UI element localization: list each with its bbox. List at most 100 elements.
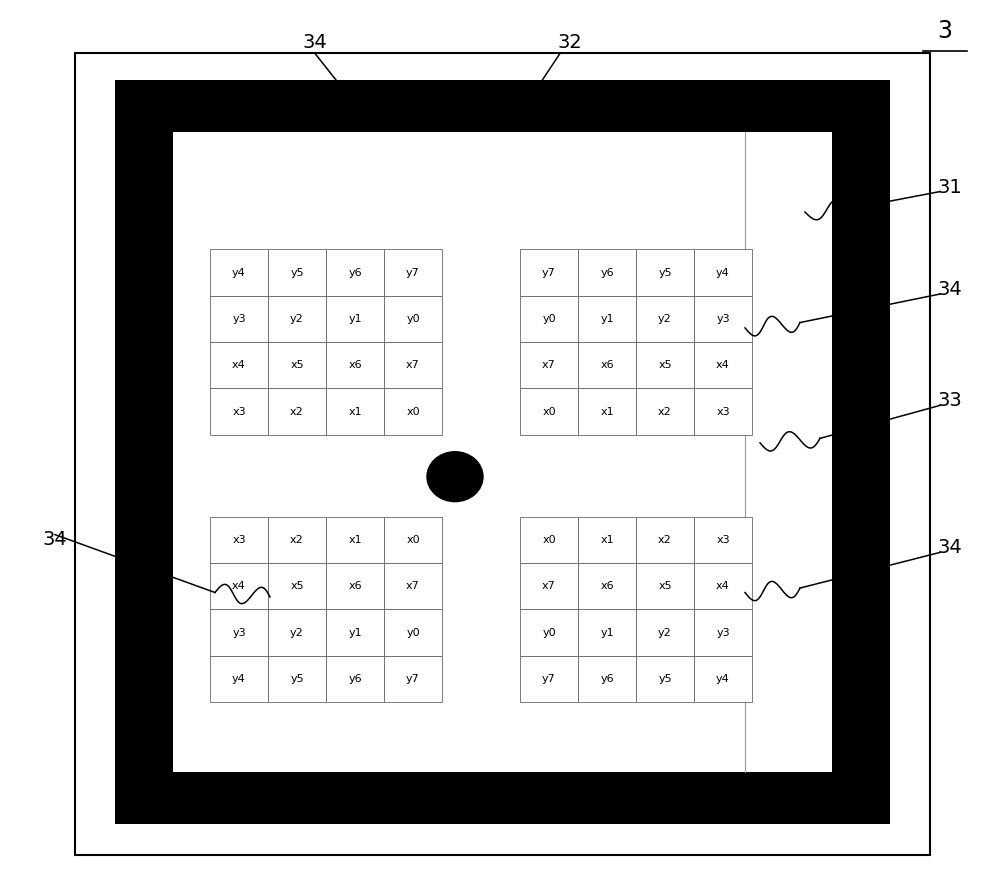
Bar — [520, 517, 578, 563]
Text: y2: y2 — [658, 314, 672, 324]
Text: y4: y4 — [716, 267, 730, 278]
Text: y4: y4 — [716, 674, 730, 684]
Bar — [384, 563, 442, 609]
Text: x4: x4 — [716, 360, 730, 371]
Bar — [210, 656, 268, 702]
Text: x2: x2 — [290, 406, 304, 417]
Text: x1: x1 — [348, 406, 362, 417]
Bar — [694, 249, 752, 296]
Bar — [384, 388, 442, 435]
Bar — [636, 609, 694, 656]
Bar — [694, 609, 752, 656]
Text: x2: x2 — [290, 535, 304, 545]
Text: y1: y1 — [348, 627, 362, 638]
Text: y3: y3 — [232, 627, 246, 638]
Text: y6: y6 — [348, 267, 362, 278]
Bar — [384, 656, 442, 702]
Text: y7: y7 — [542, 267, 556, 278]
Bar — [326, 296, 384, 342]
Bar — [115, 80, 890, 132]
Bar — [578, 656, 636, 702]
Text: y7: y7 — [406, 267, 420, 278]
Text: y2: y2 — [290, 627, 304, 638]
Bar — [578, 342, 636, 388]
Bar — [520, 563, 578, 609]
Bar — [268, 517, 326, 563]
Bar — [694, 296, 752, 342]
Bar — [210, 609, 268, 656]
Text: y7: y7 — [542, 674, 556, 684]
Text: x7: x7 — [542, 360, 556, 371]
Text: x3: x3 — [232, 535, 246, 545]
Bar — [268, 563, 326, 609]
Bar — [832, 80, 890, 824]
Bar — [694, 388, 752, 435]
Bar — [578, 609, 636, 656]
Bar — [210, 249, 268, 296]
Text: x3: x3 — [716, 535, 730, 545]
Text: x3: x3 — [232, 406, 246, 417]
Text: 32: 32 — [558, 33, 582, 53]
Bar — [268, 656, 326, 702]
Text: y5: y5 — [658, 267, 672, 278]
Bar — [520, 656, 578, 702]
Text: y1: y1 — [600, 627, 614, 638]
Text: x4: x4 — [232, 581, 246, 592]
Text: x5: x5 — [290, 581, 304, 592]
Bar — [326, 388, 384, 435]
Text: x4: x4 — [232, 360, 246, 371]
Text: x7: x7 — [406, 360, 420, 371]
Text: y0: y0 — [406, 314, 420, 324]
Text: x1: x1 — [600, 406, 614, 417]
Text: y0: y0 — [406, 627, 420, 638]
Bar — [520, 249, 578, 296]
Bar — [636, 388, 694, 435]
Text: x2: x2 — [658, 535, 672, 545]
Text: x6: x6 — [600, 581, 614, 592]
Text: 33: 33 — [938, 391, 962, 411]
Text: 34: 34 — [43, 529, 67, 549]
Bar — [384, 342, 442, 388]
Bar — [326, 517, 384, 563]
Bar — [326, 563, 384, 609]
Bar — [694, 342, 752, 388]
Bar — [210, 342, 268, 388]
Bar — [636, 249, 694, 296]
Text: y7: y7 — [406, 674, 420, 684]
Text: y4: y4 — [232, 267, 246, 278]
Text: x0: x0 — [406, 406, 420, 417]
Circle shape — [427, 452, 483, 502]
Bar — [326, 249, 384, 296]
Bar — [578, 563, 636, 609]
Text: x2: x2 — [658, 406, 672, 417]
Text: y3: y3 — [716, 627, 730, 638]
Bar — [520, 388, 578, 435]
Text: x6: x6 — [348, 360, 362, 371]
Bar — [520, 296, 578, 342]
Text: y3: y3 — [232, 314, 246, 324]
Bar — [210, 388, 268, 435]
Text: y6: y6 — [348, 674, 362, 684]
Bar — [636, 563, 694, 609]
Text: y6: y6 — [600, 267, 614, 278]
Bar — [636, 296, 694, 342]
Bar — [326, 656, 384, 702]
Text: y6: y6 — [600, 674, 614, 684]
Text: x4: x4 — [716, 581, 730, 592]
Bar — [694, 563, 752, 609]
Text: y2: y2 — [290, 314, 304, 324]
Text: y0: y0 — [542, 314, 556, 324]
Bar — [636, 342, 694, 388]
Bar — [520, 609, 578, 656]
Bar — [115, 772, 890, 824]
Bar — [578, 249, 636, 296]
Bar — [210, 517, 268, 563]
Bar — [268, 296, 326, 342]
Bar — [326, 342, 384, 388]
Bar — [520, 342, 578, 388]
Text: 34: 34 — [938, 538, 962, 558]
Text: 31: 31 — [938, 177, 962, 197]
Text: x1: x1 — [348, 535, 362, 545]
Bar — [115, 80, 173, 824]
Bar — [578, 296, 636, 342]
